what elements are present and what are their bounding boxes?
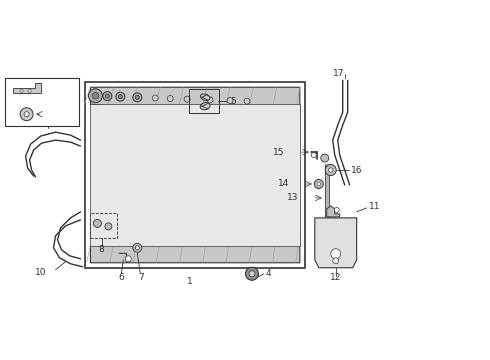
Circle shape	[334, 207, 339, 212]
Circle shape	[331, 249, 341, 259]
Circle shape	[317, 182, 320, 186]
Text: 5: 5	[230, 97, 236, 106]
Circle shape	[92, 93, 98, 99]
Circle shape	[152, 95, 158, 101]
Text: 17: 17	[333, 69, 344, 78]
Circle shape	[119, 95, 122, 99]
Circle shape	[103, 92, 112, 101]
Circle shape	[184, 96, 190, 102]
Bar	[5, 78, 79, 126]
Circle shape	[207, 97, 213, 103]
Polygon shape	[91, 232, 300, 263]
Circle shape	[325, 165, 336, 176]
Text: 1: 1	[187, 277, 193, 286]
Circle shape	[321, 154, 329, 162]
Text: 2: 2	[69, 86, 74, 95]
Circle shape	[89, 89, 102, 103]
Circle shape	[329, 168, 333, 172]
Text: 8: 8	[98, 245, 104, 254]
Circle shape	[20, 108, 33, 121]
Circle shape	[227, 98, 233, 104]
Circle shape	[116, 92, 125, 101]
Polygon shape	[13, 83, 41, 93]
Text: 11: 11	[368, 202, 380, 211]
Text: 10: 10	[35, 268, 47, 277]
Circle shape	[311, 153, 317, 158]
Circle shape	[314, 180, 323, 189]
Ellipse shape	[200, 94, 210, 100]
Text: 9: 9	[38, 112, 44, 121]
Circle shape	[249, 271, 255, 277]
Text: 4: 4	[266, 269, 271, 278]
Polygon shape	[315, 218, 357, 268]
Text: 15: 15	[273, 148, 285, 157]
Circle shape	[245, 267, 258, 280]
Text: 13: 13	[287, 193, 299, 202]
Text: 14: 14	[277, 180, 289, 189]
Text: 3: 3	[47, 110, 52, 119]
Polygon shape	[91, 87, 300, 120]
Circle shape	[133, 93, 142, 102]
Circle shape	[133, 243, 142, 252]
Circle shape	[24, 112, 29, 117]
Circle shape	[28, 89, 31, 92]
Circle shape	[105, 94, 109, 98]
Text: 6: 6	[119, 273, 124, 282]
Bar	[85, 82, 305, 268]
Circle shape	[94, 219, 101, 228]
Circle shape	[167, 95, 173, 102]
Circle shape	[125, 256, 131, 262]
Circle shape	[333, 258, 339, 264]
Text: 7: 7	[138, 273, 144, 282]
Ellipse shape	[200, 103, 210, 110]
Text: 12: 12	[330, 273, 342, 282]
Circle shape	[105, 223, 112, 230]
Polygon shape	[327, 206, 340, 217]
Circle shape	[244, 98, 250, 104]
Circle shape	[135, 246, 139, 250]
Circle shape	[135, 95, 139, 99]
Text: 16: 16	[351, 166, 362, 175]
Circle shape	[20, 89, 23, 92]
Bar	[91, 104, 300, 246]
Text: 3: 3	[7, 110, 12, 119]
